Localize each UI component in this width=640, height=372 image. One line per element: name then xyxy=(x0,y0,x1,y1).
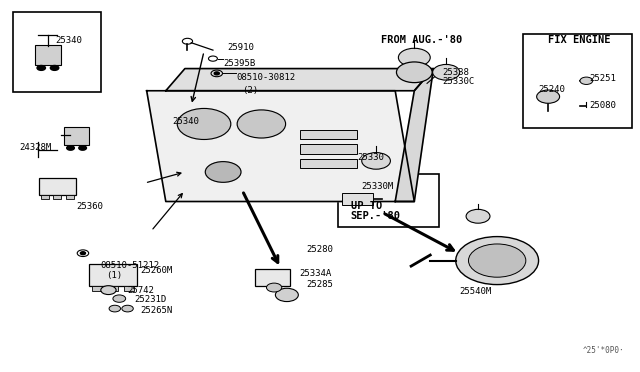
Text: UP TO: UP TO xyxy=(351,201,382,211)
Circle shape xyxy=(468,244,526,277)
Text: 24328M: 24328M xyxy=(19,143,51,152)
Circle shape xyxy=(396,62,432,83)
Text: 25251: 25251 xyxy=(589,74,616,83)
Text: 25338: 25338 xyxy=(442,68,469,77)
Circle shape xyxy=(433,64,460,80)
Circle shape xyxy=(122,305,133,312)
Bar xyxy=(54,195,61,199)
Circle shape xyxy=(37,65,45,70)
Text: 25330C: 25330C xyxy=(442,77,475,86)
Circle shape xyxy=(580,77,593,84)
Text: 25265N: 25265N xyxy=(140,306,173,315)
Circle shape xyxy=(113,295,125,302)
Circle shape xyxy=(456,237,539,285)
Bar xyxy=(300,144,357,154)
Bar xyxy=(89,264,137,286)
Text: FIX ENGINE: FIX ENGINE xyxy=(548,35,611,45)
Circle shape xyxy=(275,288,298,302)
Text: 25340: 25340 xyxy=(172,117,199,126)
Circle shape xyxy=(81,252,86,255)
Bar xyxy=(41,195,49,199)
Text: 25240: 25240 xyxy=(538,85,565,94)
Polygon shape xyxy=(395,68,433,202)
Circle shape xyxy=(51,65,59,70)
Text: 08510-51212: 08510-51212 xyxy=(100,261,159,270)
Text: 25080: 25080 xyxy=(589,101,616,110)
Text: 25334A: 25334A xyxy=(300,269,332,278)
Circle shape xyxy=(205,161,241,182)
Bar xyxy=(523,33,632,128)
Bar xyxy=(300,129,357,139)
Text: 25231D: 25231D xyxy=(134,295,166,304)
Text: 25280: 25280 xyxy=(306,245,333,254)
Text: (1): (1) xyxy=(106,271,123,280)
Bar xyxy=(13,13,100,92)
Text: SEP.-'80: SEP.-'80 xyxy=(351,211,401,221)
Circle shape xyxy=(237,110,285,138)
Bar xyxy=(300,159,357,168)
Bar xyxy=(255,269,290,286)
Text: 25360: 25360 xyxy=(77,202,104,211)
Bar xyxy=(39,178,76,195)
Circle shape xyxy=(266,283,282,292)
Bar xyxy=(342,193,373,205)
Circle shape xyxy=(362,153,390,169)
Bar xyxy=(338,174,438,227)
Bar xyxy=(65,127,89,145)
Polygon shape xyxy=(147,91,414,202)
Text: 25330M: 25330M xyxy=(362,182,394,191)
Bar xyxy=(66,195,74,199)
Text: 25285: 25285 xyxy=(306,280,333,289)
Circle shape xyxy=(109,305,120,312)
Text: 25340: 25340 xyxy=(56,36,83,45)
Circle shape xyxy=(214,72,220,75)
Text: 25742: 25742 xyxy=(127,286,154,295)
Polygon shape xyxy=(166,68,433,91)
Circle shape xyxy=(398,48,430,67)
Circle shape xyxy=(177,109,231,140)
Text: 25540M: 25540M xyxy=(459,287,491,296)
Bar xyxy=(92,286,102,292)
Circle shape xyxy=(79,146,86,150)
Circle shape xyxy=(537,90,559,103)
Text: FROM AUG.-'80: FROM AUG.-'80 xyxy=(381,35,462,45)
Bar xyxy=(124,286,134,292)
Text: 25260M: 25260M xyxy=(140,266,173,275)
Text: 25330: 25330 xyxy=(357,153,384,162)
Circle shape xyxy=(466,209,490,223)
Text: 08510-30812: 08510-30812 xyxy=(236,73,295,82)
Bar xyxy=(108,286,118,292)
Bar xyxy=(35,45,61,65)
Circle shape xyxy=(100,286,116,295)
Text: ^25'*0P0·: ^25'*0P0· xyxy=(583,346,625,355)
Text: 25910: 25910 xyxy=(228,43,255,52)
Text: (2): (2) xyxy=(243,86,259,95)
Circle shape xyxy=(67,146,74,150)
Text: 25395B: 25395B xyxy=(223,59,255,68)
